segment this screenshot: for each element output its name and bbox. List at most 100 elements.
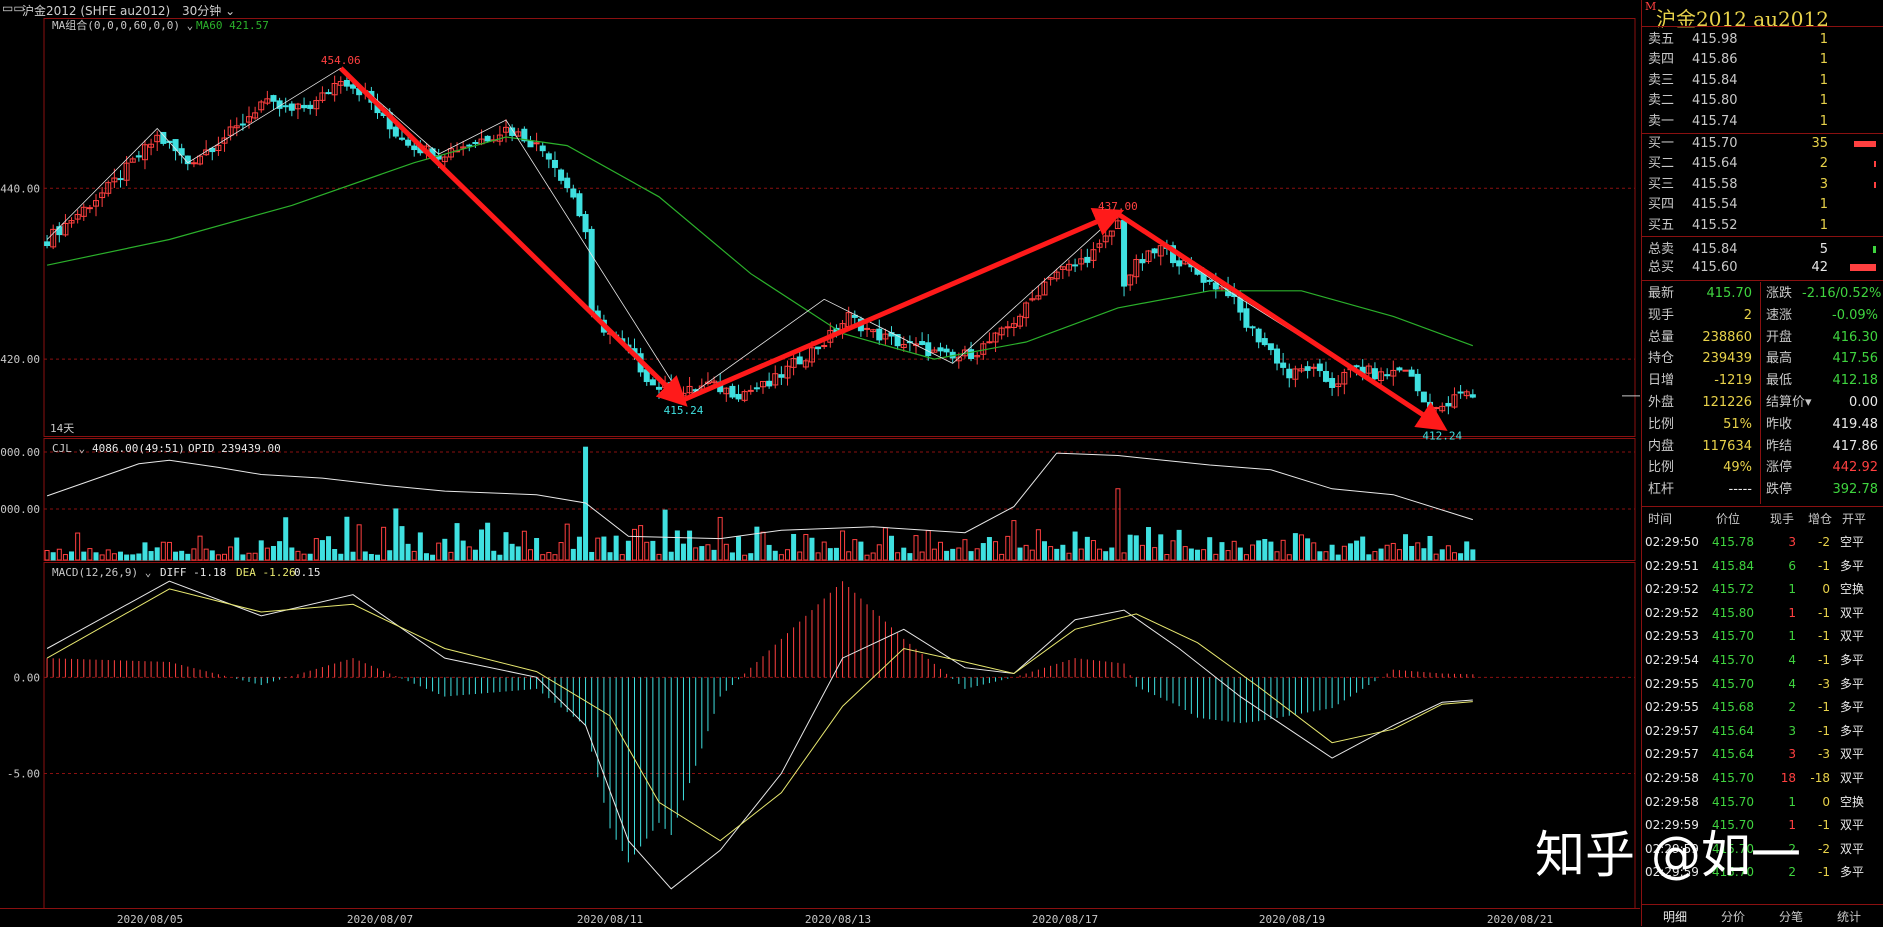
tick-oi-change: -1 — [1818, 653, 1830, 667]
macd-legend: MACD(12,26,9) ⌄ — [52, 566, 151, 579]
volume-bar — [148, 551, 154, 561]
volume-bar — [1066, 552, 1072, 561]
orderbook-volume: 2 — [1819, 156, 1828, 172]
total-row: 总买 415.60 42 — [1648, 258, 1878, 278]
volume-bar — [1323, 551, 1329, 561]
volume-bars — [44, 446, 1476, 561]
volume-bar — [124, 554, 130, 561]
tick-row[interactable]: 02:29:57 415.64 3 -3 双平 — [1642, 743, 1883, 766]
volume-bar — [1005, 535, 1011, 561]
volume-bar — [185, 553, 191, 561]
chart-area[interactable]: 440.00 420.00 96000.00 48000.00 0.00 -5.00 202… — [0, 18, 1640, 926]
candle-body — [1121, 219, 1128, 287]
orderbook-level-label: 买三 — [1648, 176, 1675, 192]
stat-label: 比例 — [1648, 460, 1675, 476]
tick-time: 02:29:59 — [1645, 818, 1699, 833]
tick-price: 415.80 — [1712, 605, 1754, 620]
volume-bar — [1072, 531, 1078, 561]
macd-axis-label: -5.00 — [7, 767, 40, 780]
tick-type: 空换 — [1840, 582, 1865, 597]
period-selector[interactable]: 30分钟 ⌄ — [182, 2, 235, 19]
tick-row[interactable]: 02:29:54 415.70 4 -1 多平 — [1642, 649, 1883, 672]
tick-row[interactable]: 02:29:52 415.80 1 -1 双平 — [1642, 602, 1883, 625]
candle-body — [227, 126, 234, 136]
stat-label[interactable]: 结算价▾ — [1766, 395, 1812, 410]
candle-body — [264, 98, 271, 104]
volume-bar — [105, 549, 111, 561]
volume-bar — [552, 554, 558, 561]
divider — [1642, 506, 1883, 507]
candle-body — [655, 386, 662, 390]
candle-body — [503, 126, 510, 133]
volume-bar — [778, 554, 784, 561]
volume-bar — [1011, 520, 1017, 561]
opid-legend: OPID 239439.00 — [188, 442, 281, 455]
tick-oi-change: 0 — [1822, 794, 1830, 809]
tick-row[interactable]: 02:29:59 415.70 2 -1 多平 — [1642, 861, 1883, 884]
candle-body — [1102, 235, 1109, 243]
volume-bar — [326, 536, 332, 561]
volume-bar — [521, 530, 527, 561]
tick-type: 空换 — [1840, 794, 1865, 809]
volume-bar — [797, 551, 803, 561]
tab-1[interactable]: 分价 — [1720, 910, 1745, 924]
tick-header: 时间 价位 现手 增仓 开平 — [1642, 508, 1883, 531]
stat-label: 最高 — [1766, 351, 1793, 367]
divider — [1760, 282, 1761, 504]
candle-body — [753, 387, 760, 390]
tick-row[interactable]: 02:29:58 415.70 18 -18 双平 — [1642, 767, 1883, 790]
window-icon[interactable]: ▭▭ — [2, 1, 25, 15]
instrument-title: 沪金2012 (SHFE au2012) — [22, 4, 171, 18]
tick-row[interactable]: 02:29:55 415.68 2 -1 多平 — [1642, 696, 1883, 719]
chart-title-bar: ▭▭ 沪金2012 (SHFE au2012) 30分钟 ⌄ — [0, 0, 1640, 18]
candle-body — [937, 347, 944, 352]
volume-bar — [827, 548, 833, 561]
tick-type: 双平 — [1840, 818, 1865, 833]
tick-row[interactable]: 02:29:52 415.72 1 0 空换 — [1642, 578, 1883, 601]
tick-row[interactable]: 02:29:53 415.70 1 -1 双平 — [1642, 625, 1883, 648]
volume-bar — [289, 547, 295, 561]
tick-price: 415.72 — [1712, 582, 1754, 597]
tick-row[interactable]: 02:29:55 415.70 4 -3 多平 — [1642, 673, 1883, 696]
tick-row[interactable]: 02:29:59 415.70 2 -2 双平 — [1642, 838, 1883, 861]
candle-body — [472, 141, 479, 144]
tick-header-cell: 时间 — [1648, 512, 1673, 526]
trend-arrow — [682, 208, 1125, 403]
tick-oi-change: -1 — [1818, 865, 1830, 880]
tick-volume: 2 — [1788, 700, 1796, 715]
candle-body — [484, 135, 491, 142]
date-axis-label: 2020/08/05 — [117, 913, 183, 926]
candle-body — [1065, 263, 1072, 271]
volume-bar — [1470, 549, 1476, 561]
candle-body — [1280, 362, 1287, 368]
candle-body — [1096, 243, 1103, 248]
candle-body — [1053, 271, 1060, 280]
candle-body — [460, 146, 467, 149]
tick-volume: 4 — [1788, 653, 1796, 667]
volume-bar — [142, 542, 148, 561]
tick-row[interactable]: 02:29:51 415.84 6 -1 多平 — [1642, 555, 1883, 578]
orderbook-level-label: 买四 — [1648, 197, 1675, 213]
tick-oi-change: -1 — [1818, 723, 1830, 738]
tick-price: 415.84 — [1712, 558, 1754, 573]
volume-bar — [1409, 545, 1415, 561]
tab-2[interactable]: 分笔 — [1778, 910, 1803, 924]
total-volume: 5 — [1819, 242, 1828, 257]
candle-body — [148, 143, 155, 148]
candle-body — [558, 169, 565, 181]
tick-row[interactable]: 02:29:58 415.70 1 0 空换 — [1642, 791, 1883, 814]
orderbook-price: 415.52 — [1692, 217, 1738, 233]
volume-bar — [1152, 547, 1158, 561]
candle-body — [398, 137, 405, 140]
volume-bar — [742, 554, 748, 561]
tab-0[interactable]: 明细 — [1662, 910, 1687, 924]
trough-label-last: 412.24 — [1422, 429, 1462, 442]
volume-bar — [772, 550, 778, 561]
tick-row[interactable]: 02:29:59 415.70 1 -1 双平 — [1642, 814, 1883, 837]
volume-axis-label: 96000.00 — [0, 446, 40, 459]
tick-row[interactable]: 02:29:57 415.64 3 -1 多平 — [1642, 720, 1883, 743]
candle-body — [56, 226, 63, 236]
date-axis-label: 2020/08/21 — [1487, 913, 1553, 926]
tick-row[interactable]: 02:29:50 415.78 3 -2 空平 — [1642, 531, 1883, 554]
tab-3[interactable]: 统计 — [1836, 910, 1861, 924]
